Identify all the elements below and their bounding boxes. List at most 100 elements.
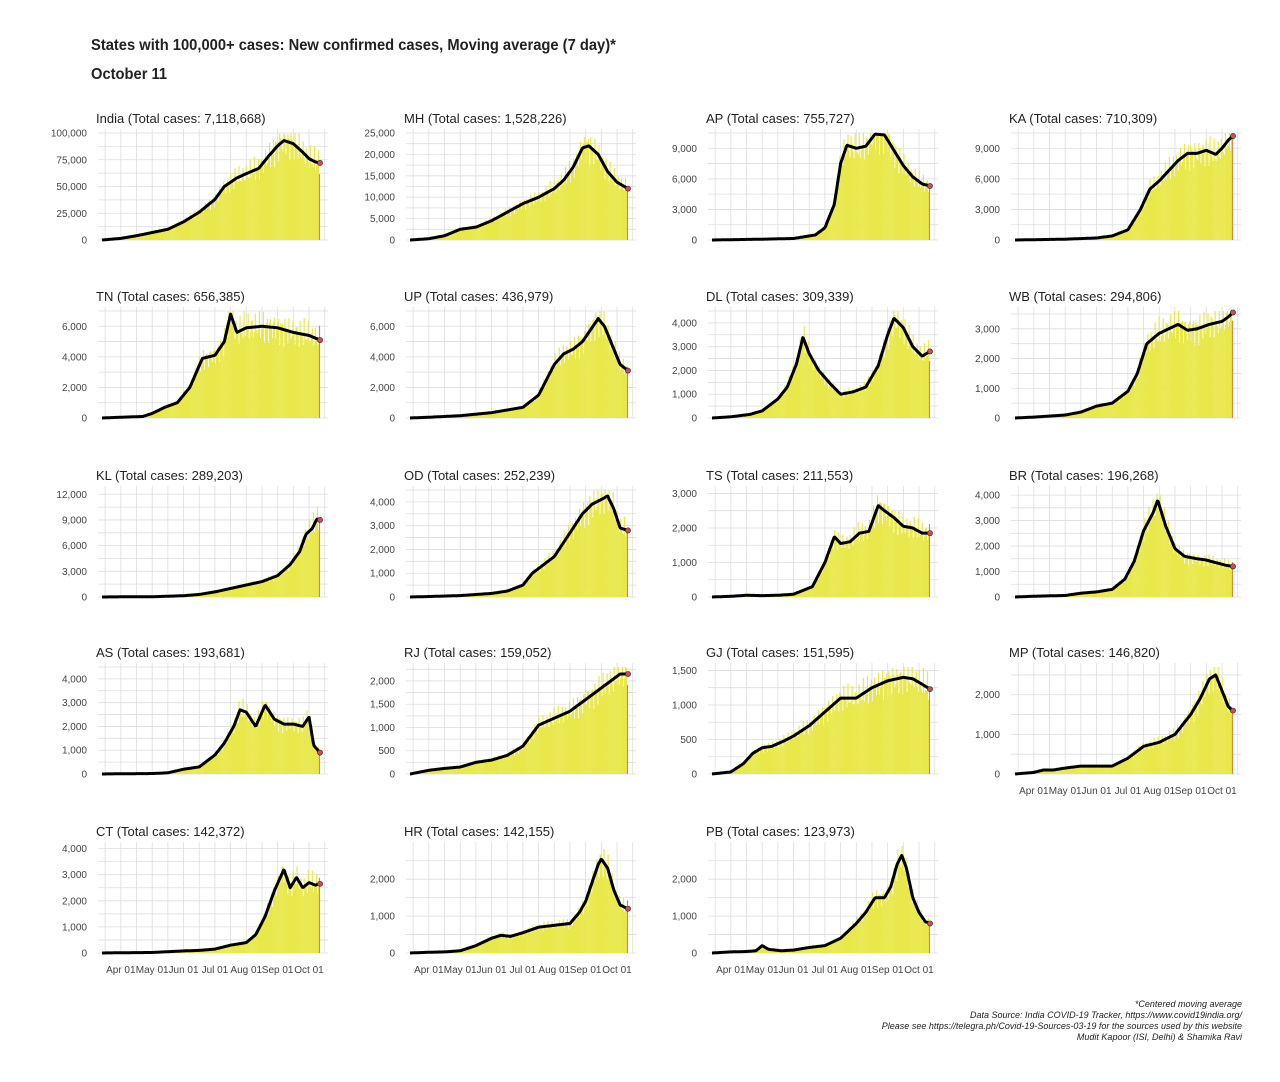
bar <box>588 525 590 597</box>
bar <box>852 921 854 953</box>
bar <box>855 152 857 240</box>
bar <box>245 332 247 418</box>
bar <box>179 224 181 240</box>
bar <box>506 212 508 240</box>
bars <box>1014 311 1234 418</box>
bar <box>1084 766 1086 774</box>
bar <box>255 728 257 774</box>
bar <box>1119 761 1122 774</box>
bar <box>201 209 203 240</box>
bar <box>516 933 519 953</box>
bar <box>793 375 795 418</box>
bar <box>208 352 211 418</box>
bar <box>1201 149 1203 240</box>
bar <box>1136 373 1138 418</box>
bar <box>200 765 202 774</box>
bar <box>517 407 520 418</box>
bar <box>501 935 503 953</box>
end-point <box>317 749 323 756</box>
bar <box>202 593 204 597</box>
bar <box>276 330 278 418</box>
bar <box>616 511 618 597</box>
bar <box>890 157 892 240</box>
bar <box>1104 404 1106 418</box>
bar <box>1093 764 1095 774</box>
bar <box>212 197 215 240</box>
bar <box>479 225 481 240</box>
bar <box>259 338 261 418</box>
bar <box>780 741 782 774</box>
bar <box>615 890 617 953</box>
bar <box>251 934 253 953</box>
bar <box>604 864 606 953</box>
bar <box>859 697 861 774</box>
y-tick-label: 50,000 <box>56 182 87 193</box>
bar <box>585 899 587 953</box>
bar <box>502 409 504 418</box>
bar <box>1192 324 1194 418</box>
bar <box>542 389 544 418</box>
bar <box>1083 766 1085 774</box>
bar <box>1195 561 1197 597</box>
bar <box>554 721 556 774</box>
bar <box>250 176 252 240</box>
bar <box>1153 516 1155 597</box>
bar <box>820 374 823 418</box>
bar <box>566 177 568 240</box>
bar <box>599 514 601 597</box>
bar <box>1080 766 1082 774</box>
bars <box>1014 667 1234 774</box>
bar <box>1154 744 1156 774</box>
bar <box>1187 552 1189 597</box>
bar <box>1058 768 1060 774</box>
bar <box>516 407 519 418</box>
bar <box>547 920 549 953</box>
bar <box>750 413 752 418</box>
bar <box>1171 736 1173 774</box>
bars <box>409 490 629 597</box>
bar <box>1198 556 1200 597</box>
bar <box>488 413 490 418</box>
bar <box>185 217 187 240</box>
bar <box>843 139 845 240</box>
bar <box>869 907 871 953</box>
bar <box>309 533 311 597</box>
bar <box>1067 767 1070 774</box>
bar <box>480 413 482 418</box>
bar <box>259 166 261 240</box>
bar <box>787 388 789 418</box>
bar <box>563 715 565 774</box>
bar <box>1209 669 1211 774</box>
bar <box>282 568 284 597</box>
bar <box>1110 589 1112 597</box>
bar <box>596 689 598 774</box>
bar <box>511 751 513 774</box>
bar <box>237 334 239 418</box>
bar <box>314 747 317 774</box>
bar <box>214 753 217 774</box>
bar <box>506 590 508 597</box>
bar <box>484 225 486 240</box>
y-tick-label: 3,000 <box>975 516 1000 527</box>
bar <box>531 199 533 240</box>
bar <box>537 395 539 418</box>
bar <box>757 747 759 774</box>
bar <box>764 746 767 774</box>
bar <box>517 586 520 597</box>
bar <box>296 150 298 240</box>
bar <box>874 513 877 597</box>
bar <box>301 732 303 774</box>
bar <box>277 715 279 774</box>
bar <box>1168 544 1170 597</box>
bar <box>521 204 524 240</box>
bar <box>756 950 758 953</box>
bar <box>528 401 530 418</box>
bar <box>529 208 531 240</box>
bar <box>1224 324 1226 418</box>
bar <box>204 202 206 240</box>
bar <box>616 902 618 953</box>
bar <box>531 732 533 774</box>
bar <box>921 359 923 418</box>
moving-average-line <box>1014 311 1235 420</box>
bar <box>504 592 506 597</box>
